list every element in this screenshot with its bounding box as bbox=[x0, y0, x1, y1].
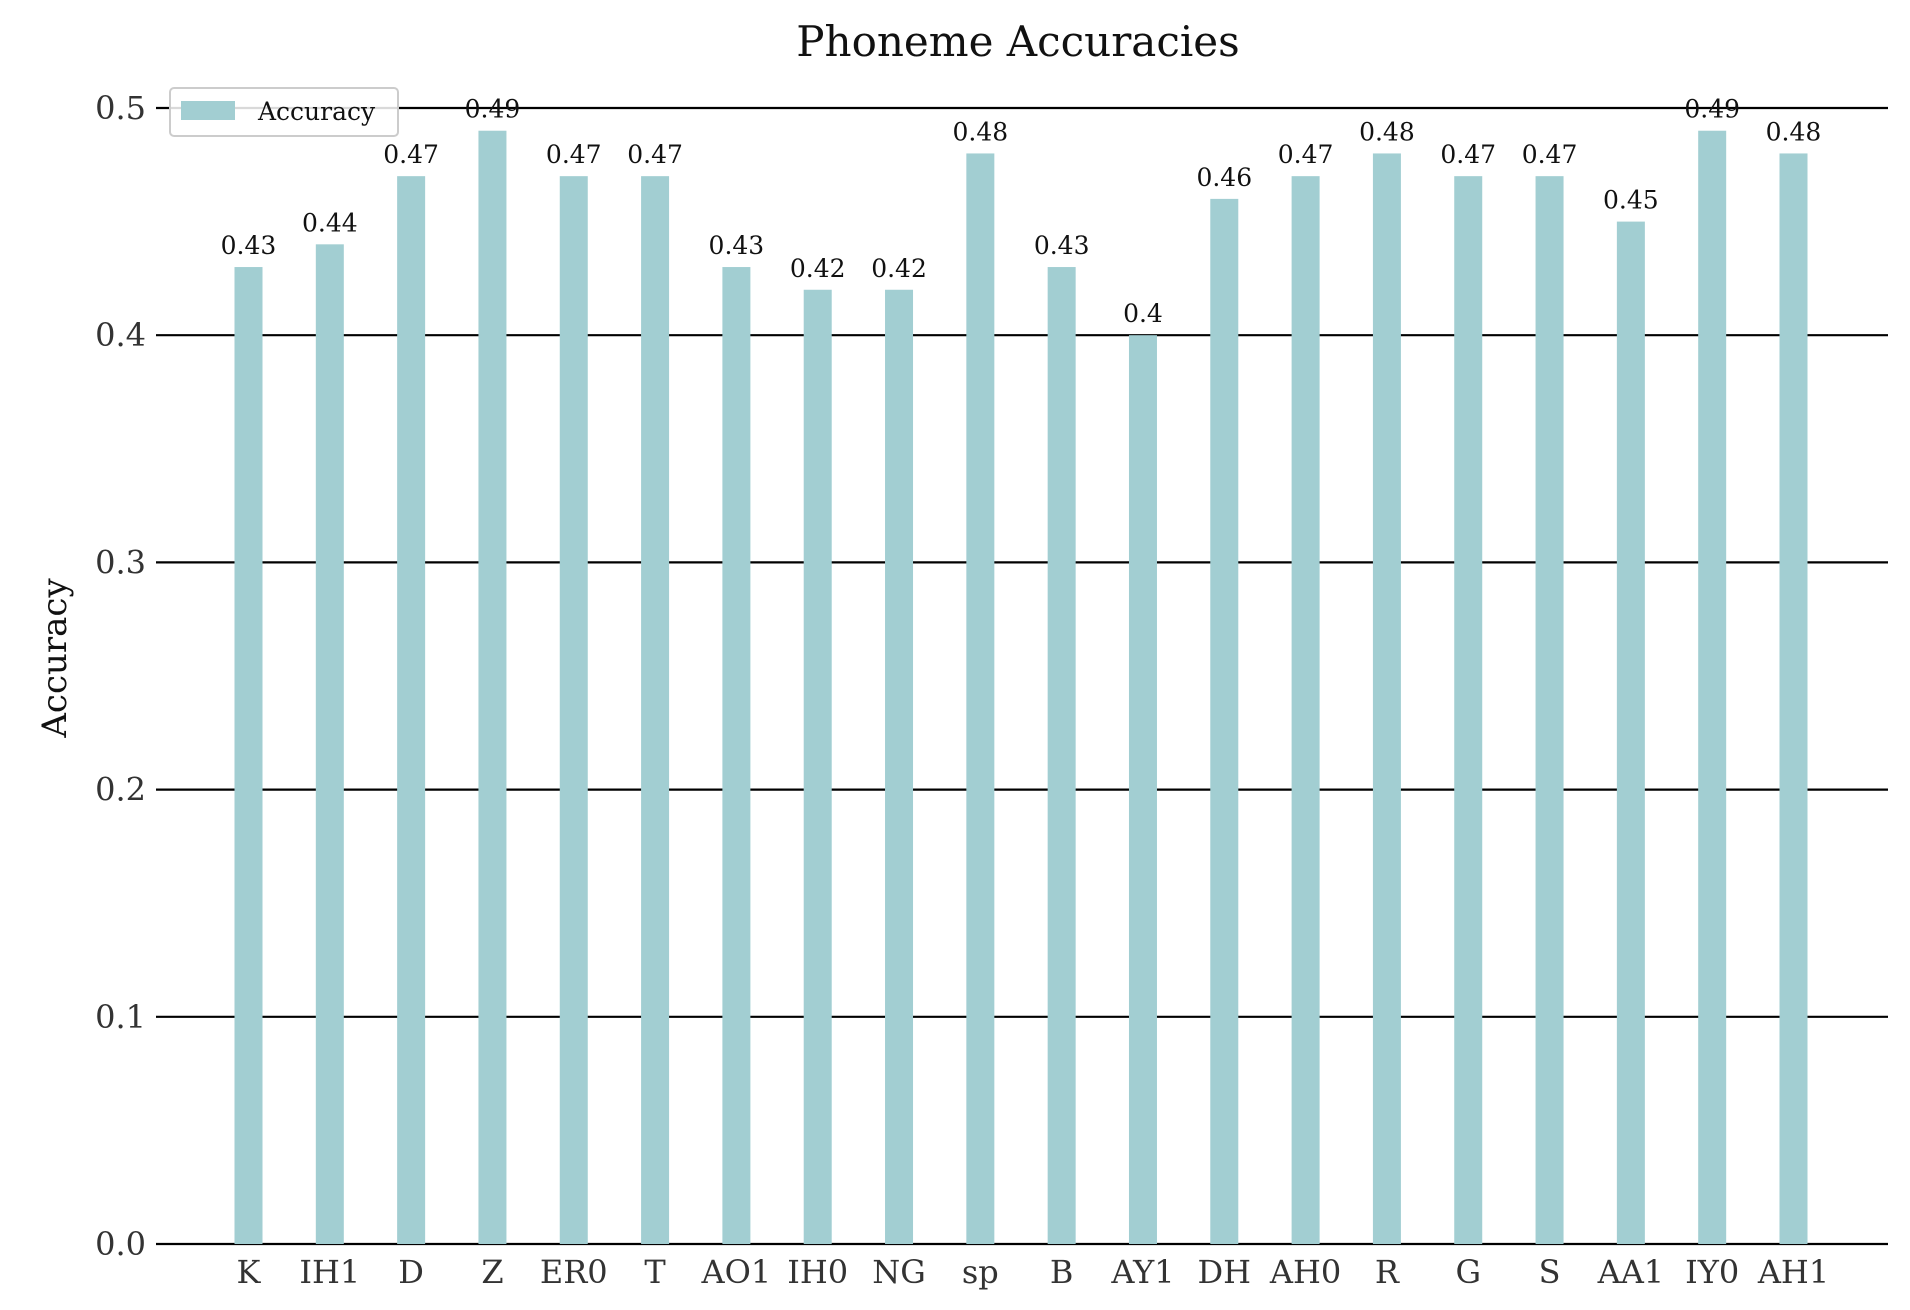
data-label: 0.48 bbox=[953, 117, 1009, 146]
bar-r bbox=[1372, 153, 1401, 1245]
bar-iy0 bbox=[1698, 130, 1727, 1245]
bar-z bbox=[478, 130, 507, 1245]
y-tick-label: 0.1 bbox=[95, 998, 146, 1036]
bar-ao1 bbox=[722, 267, 751, 1244]
x-tick-label: AO1 bbox=[701, 1253, 772, 1291]
x-tick-label: IH0 bbox=[787, 1253, 848, 1291]
data-label: 0.43 bbox=[1034, 231, 1090, 260]
legend: Accuracy bbox=[169, 87, 399, 137]
x-tick-label: S bbox=[1539, 1253, 1561, 1291]
x-tick-label: D bbox=[398, 1253, 424, 1291]
data-label: 0.48 bbox=[1359, 117, 1415, 146]
x-tick-label: DH bbox=[1198, 1253, 1252, 1291]
data-label: 0.4 bbox=[1123, 299, 1163, 328]
x-tick-label: IY0 bbox=[1685, 1253, 1739, 1291]
bar-g bbox=[1454, 176, 1483, 1244]
bar-er0 bbox=[559, 176, 588, 1244]
bar-aa1 bbox=[1616, 221, 1645, 1245]
x-tick-label: IH1 bbox=[299, 1253, 360, 1291]
data-label: 0.43 bbox=[709, 231, 765, 260]
data-label: 0.47 bbox=[1522, 140, 1578, 169]
y-tick-labels: 0.0 0.1 0.2 0.3 0.4 0.5 bbox=[95, 89, 146, 1263]
bar-ih0 bbox=[803, 289, 832, 1244]
x-tick-label: ER0 bbox=[540, 1253, 608, 1291]
gridlines bbox=[156, 106, 1888, 1246]
data-label: 0.42 bbox=[871, 254, 927, 283]
x-tick-label: K bbox=[237, 1253, 262, 1291]
x-tick-label: NG bbox=[872, 1253, 926, 1291]
bar-ah0 bbox=[1291, 176, 1320, 1244]
x-tick-label: R bbox=[1375, 1253, 1400, 1291]
bar-s bbox=[1535, 176, 1564, 1244]
x-tick-label: G bbox=[1455, 1253, 1481, 1291]
data-label: 0.45 bbox=[1603, 186, 1659, 215]
x-tick-label: B bbox=[1050, 1253, 1074, 1291]
x-tick-label: Z bbox=[481, 1253, 503, 1291]
x-tick-label: AY1 bbox=[1110, 1253, 1174, 1291]
data-label: 0.49 bbox=[465, 95, 521, 124]
data-label: 0.43 bbox=[221, 231, 277, 260]
data-label: 0.46 bbox=[1196, 163, 1252, 192]
bar-ay1 bbox=[1128, 335, 1157, 1244]
data-label: 0.47 bbox=[546, 140, 602, 169]
data-label: 0.44 bbox=[302, 208, 358, 237]
x-tick-labels: K IH1 D Z ER0 T AO1 IH0 NG sp B AY1 DH AH0 R G S AA1 IY0 AH… bbox=[237, 1253, 1830, 1291]
x-tick-label: AA1 bbox=[1597, 1253, 1665, 1291]
data-label: 0.47 bbox=[383, 140, 439, 169]
data-labels: 0.43 0.44 0.47 0.49 0.47 0.47 0.43 0.42 0.42 0.48… bbox=[221, 95, 1822, 328]
data-label: 0.47 bbox=[627, 140, 683, 169]
y-tick-label: 0.4 bbox=[95, 316, 146, 354]
y-tick-label: 0.2 bbox=[95, 771, 146, 809]
bar-ah1 bbox=[1779, 153, 1808, 1245]
bar-ih1 bbox=[315, 244, 344, 1244]
chart-title: Phoneme Accuracies bbox=[796, 17, 1239, 66]
data-label: 0.47 bbox=[1278, 140, 1334, 169]
y-tick-label: 0.3 bbox=[95, 543, 146, 581]
bar-sp bbox=[966, 153, 995, 1245]
legend-label: Accuracy bbox=[257, 97, 376, 126]
bar-k bbox=[234, 267, 263, 1244]
x-tick-label: sp bbox=[962, 1253, 999, 1291]
bars bbox=[234, 130, 1808, 1245]
legend-frame bbox=[169, 87, 399, 137]
y-tick-label: 0.5 bbox=[95, 89, 146, 127]
y-axis-label: Accuracy bbox=[35, 578, 75, 739]
bar-b bbox=[1047, 267, 1076, 1244]
bar-dh bbox=[1210, 198, 1239, 1244]
x-tick-label: T bbox=[644, 1253, 666, 1291]
data-label: 0.48 bbox=[1766, 117, 1822, 146]
x-tick-label: AH0 bbox=[1269, 1253, 1341, 1291]
data-label: 0.47 bbox=[1440, 140, 1496, 169]
data-label: 0.42 bbox=[790, 254, 846, 283]
data-label: 0.49 bbox=[1684, 95, 1740, 124]
bar-d bbox=[397, 176, 426, 1244]
y-tick-label: 0.0 bbox=[95, 1225, 146, 1263]
bar-t bbox=[641, 176, 670, 1244]
x-tick-label: AH1 bbox=[1757, 1253, 1829, 1291]
bar-ng bbox=[885, 289, 914, 1244]
legend-swatch bbox=[181, 101, 235, 120]
